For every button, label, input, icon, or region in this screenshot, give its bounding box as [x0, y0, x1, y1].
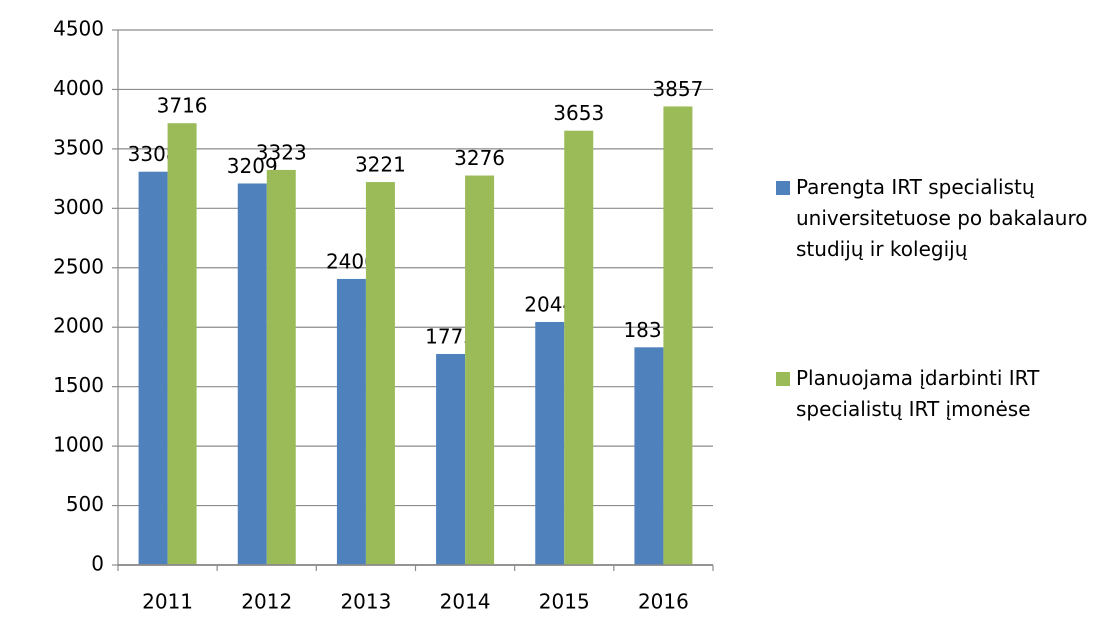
bar — [436, 353, 466, 565]
bar — [336, 278, 366, 565]
x-tick-label: 2016 — [638, 590, 689, 614]
y-tick-label: 1000 — [53, 433, 104, 457]
x-tick-label: 2012 — [241, 590, 292, 614]
y-tick-label: 500 — [66, 492, 104, 516]
x-tick-label: 2013 — [340, 590, 391, 614]
y-tick-label: 0 — [91, 552, 104, 576]
x-tick-label: 2015 — [539, 590, 590, 614]
data-label: 3276 — [454, 146, 505, 170]
y-tick-label: 2500 — [53, 254, 104, 278]
bar — [266, 169, 296, 565]
legend-label: Planuojama įdarbinti IRT specialistų IRT… — [796, 366, 1040, 421]
bar — [138, 171, 168, 565]
legend-swatch — [776, 372, 790, 386]
y-tick-label: 3500 — [53, 135, 104, 159]
x-tick-label: 2014 — [440, 590, 491, 614]
data-label: 3653 — [553, 101, 604, 125]
data-label: 3323 — [256, 140, 307, 164]
bar — [535, 321, 565, 565]
y-tick-label: 2000 — [53, 314, 104, 338]
y-tick-label: 4000 — [53, 76, 104, 100]
y-tick-label: 3000 — [53, 195, 104, 219]
bar — [365, 182, 395, 565]
data-label: 3857 — [652, 77, 703, 101]
bar — [465, 175, 495, 565]
data-label: 3716 — [157, 94, 208, 118]
legend-swatch — [776, 181, 790, 195]
x-tick-label: 2011 — [142, 590, 193, 614]
y-tick-label: 4500 — [53, 17, 104, 41]
y-tick-label: 1500 — [53, 373, 104, 397]
data-label: 3221 — [355, 153, 406, 177]
bar — [663, 106, 693, 565]
bar — [564, 130, 594, 565]
bar — [634, 347, 664, 565]
legend-label: Parengta IRT specialistų universitetuose… — [796, 175, 1088, 261]
bar — [167, 123, 197, 565]
bar — [237, 183, 267, 566]
